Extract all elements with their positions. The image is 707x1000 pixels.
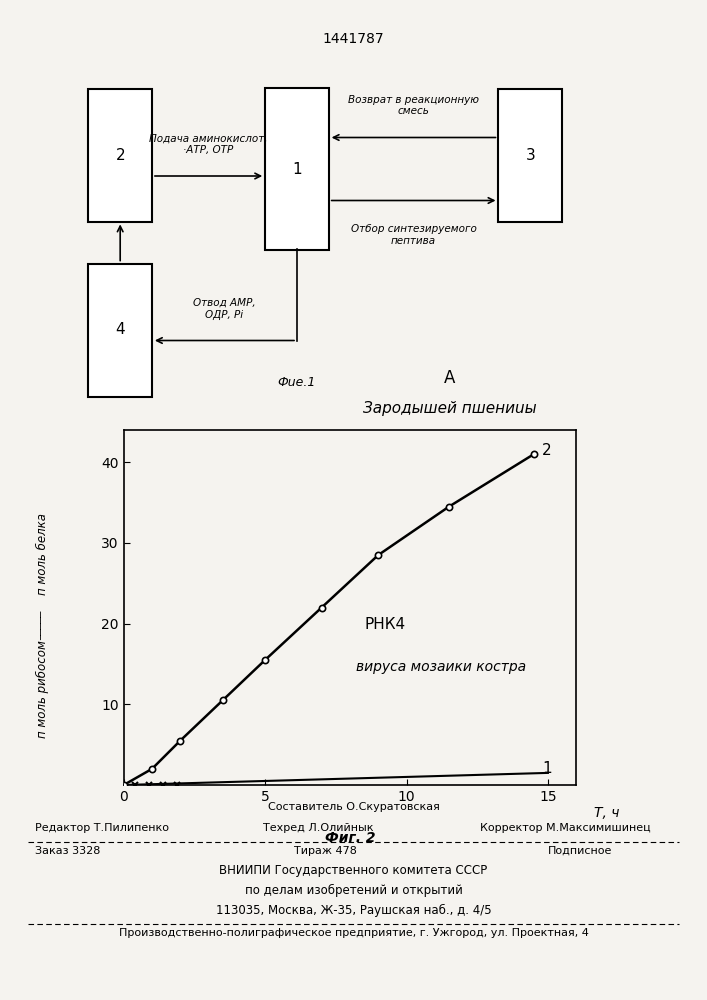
Text: по делам изобретений и открытий: по делам изобретений и открытий xyxy=(245,884,462,897)
Text: РНК4: РНК4 xyxy=(364,617,405,632)
Text: Т, ч: Т, ч xyxy=(595,806,620,820)
Text: п моль белка: п моль белка xyxy=(36,513,49,595)
Text: 1: 1 xyxy=(542,761,552,776)
Bar xyxy=(498,89,562,222)
Text: 4: 4 xyxy=(115,322,125,338)
Text: Возврат в реакционную
смесь: Возврат в реакционную смесь xyxy=(348,95,479,116)
Text: А: А xyxy=(444,369,455,387)
Text: Отвод АМР,
ОДР, Рi: Отвод АМР, ОДР, Рi xyxy=(193,298,256,320)
Text: Редактор Т.Пилипенко: Редактор Т.Пилипенко xyxy=(35,823,170,833)
Text: Тираж 478: Тираж 478 xyxy=(294,846,356,856)
Text: Производственно-полиграфическое предприятие, г. Ужгород, ул. Проектная, 4: Производственно-полиграфическое предприя… xyxy=(119,928,588,938)
Text: Составитель О.Скуратовская: Составитель О.Скуратовская xyxy=(267,802,440,812)
Text: Отбор синтезируемого
пептива: Отбор синтезируемого пептива xyxy=(351,224,477,246)
Text: Заказ 3328: Заказ 3328 xyxy=(35,846,100,856)
Text: Техред Л.Олийнык: Техред Л.Олийнык xyxy=(263,823,373,833)
Text: ─────: ───── xyxy=(37,611,47,640)
Text: 113035, Москва, Ж-35, Раушская наб., д. 4/5: 113035, Москва, Ж-35, Раушская наб., д. … xyxy=(216,904,491,917)
Text: вируса мозаики костра: вируса мозаики костра xyxy=(356,660,526,674)
Text: 1441787: 1441787 xyxy=(322,32,385,46)
Text: 2: 2 xyxy=(115,147,125,162)
Text: 3: 3 xyxy=(525,147,535,162)
Bar xyxy=(265,89,329,249)
Text: Корректор М.Максимишинец: Корректор М.Максимишинец xyxy=(480,823,650,833)
Text: Подача аминокислот,
·АТР, ОТР: Подача аминокислот, ·АТР, ОТР xyxy=(149,133,268,155)
Text: Фиг. 2: Фиг. 2 xyxy=(325,831,375,845)
Text: 1: 1 xyxy=(292,161,302,176)
Text: 2: 2 xyxy=(542,443,552,458)
Text: Подписное: Подписное xyxy=(547,846,612,856)
Bar xyxy=(88,263,152,396)
Text: Зародышей пшениuы: Зародышей пшениuы xyxy=(363,401,537,416)
Bar xyxy=(88,89,152,222)
Text: ВНИИПИ Государственного комитета СССР: ВНИИПИ Государственного комитета СССР xyxy=(219,864,488,877)
Text: Фue.1: Фue.1 xyxy=(278,376,316,389)
Text: п моль рибосом: п моль рибосом xyxy=(36,640,49,738)
